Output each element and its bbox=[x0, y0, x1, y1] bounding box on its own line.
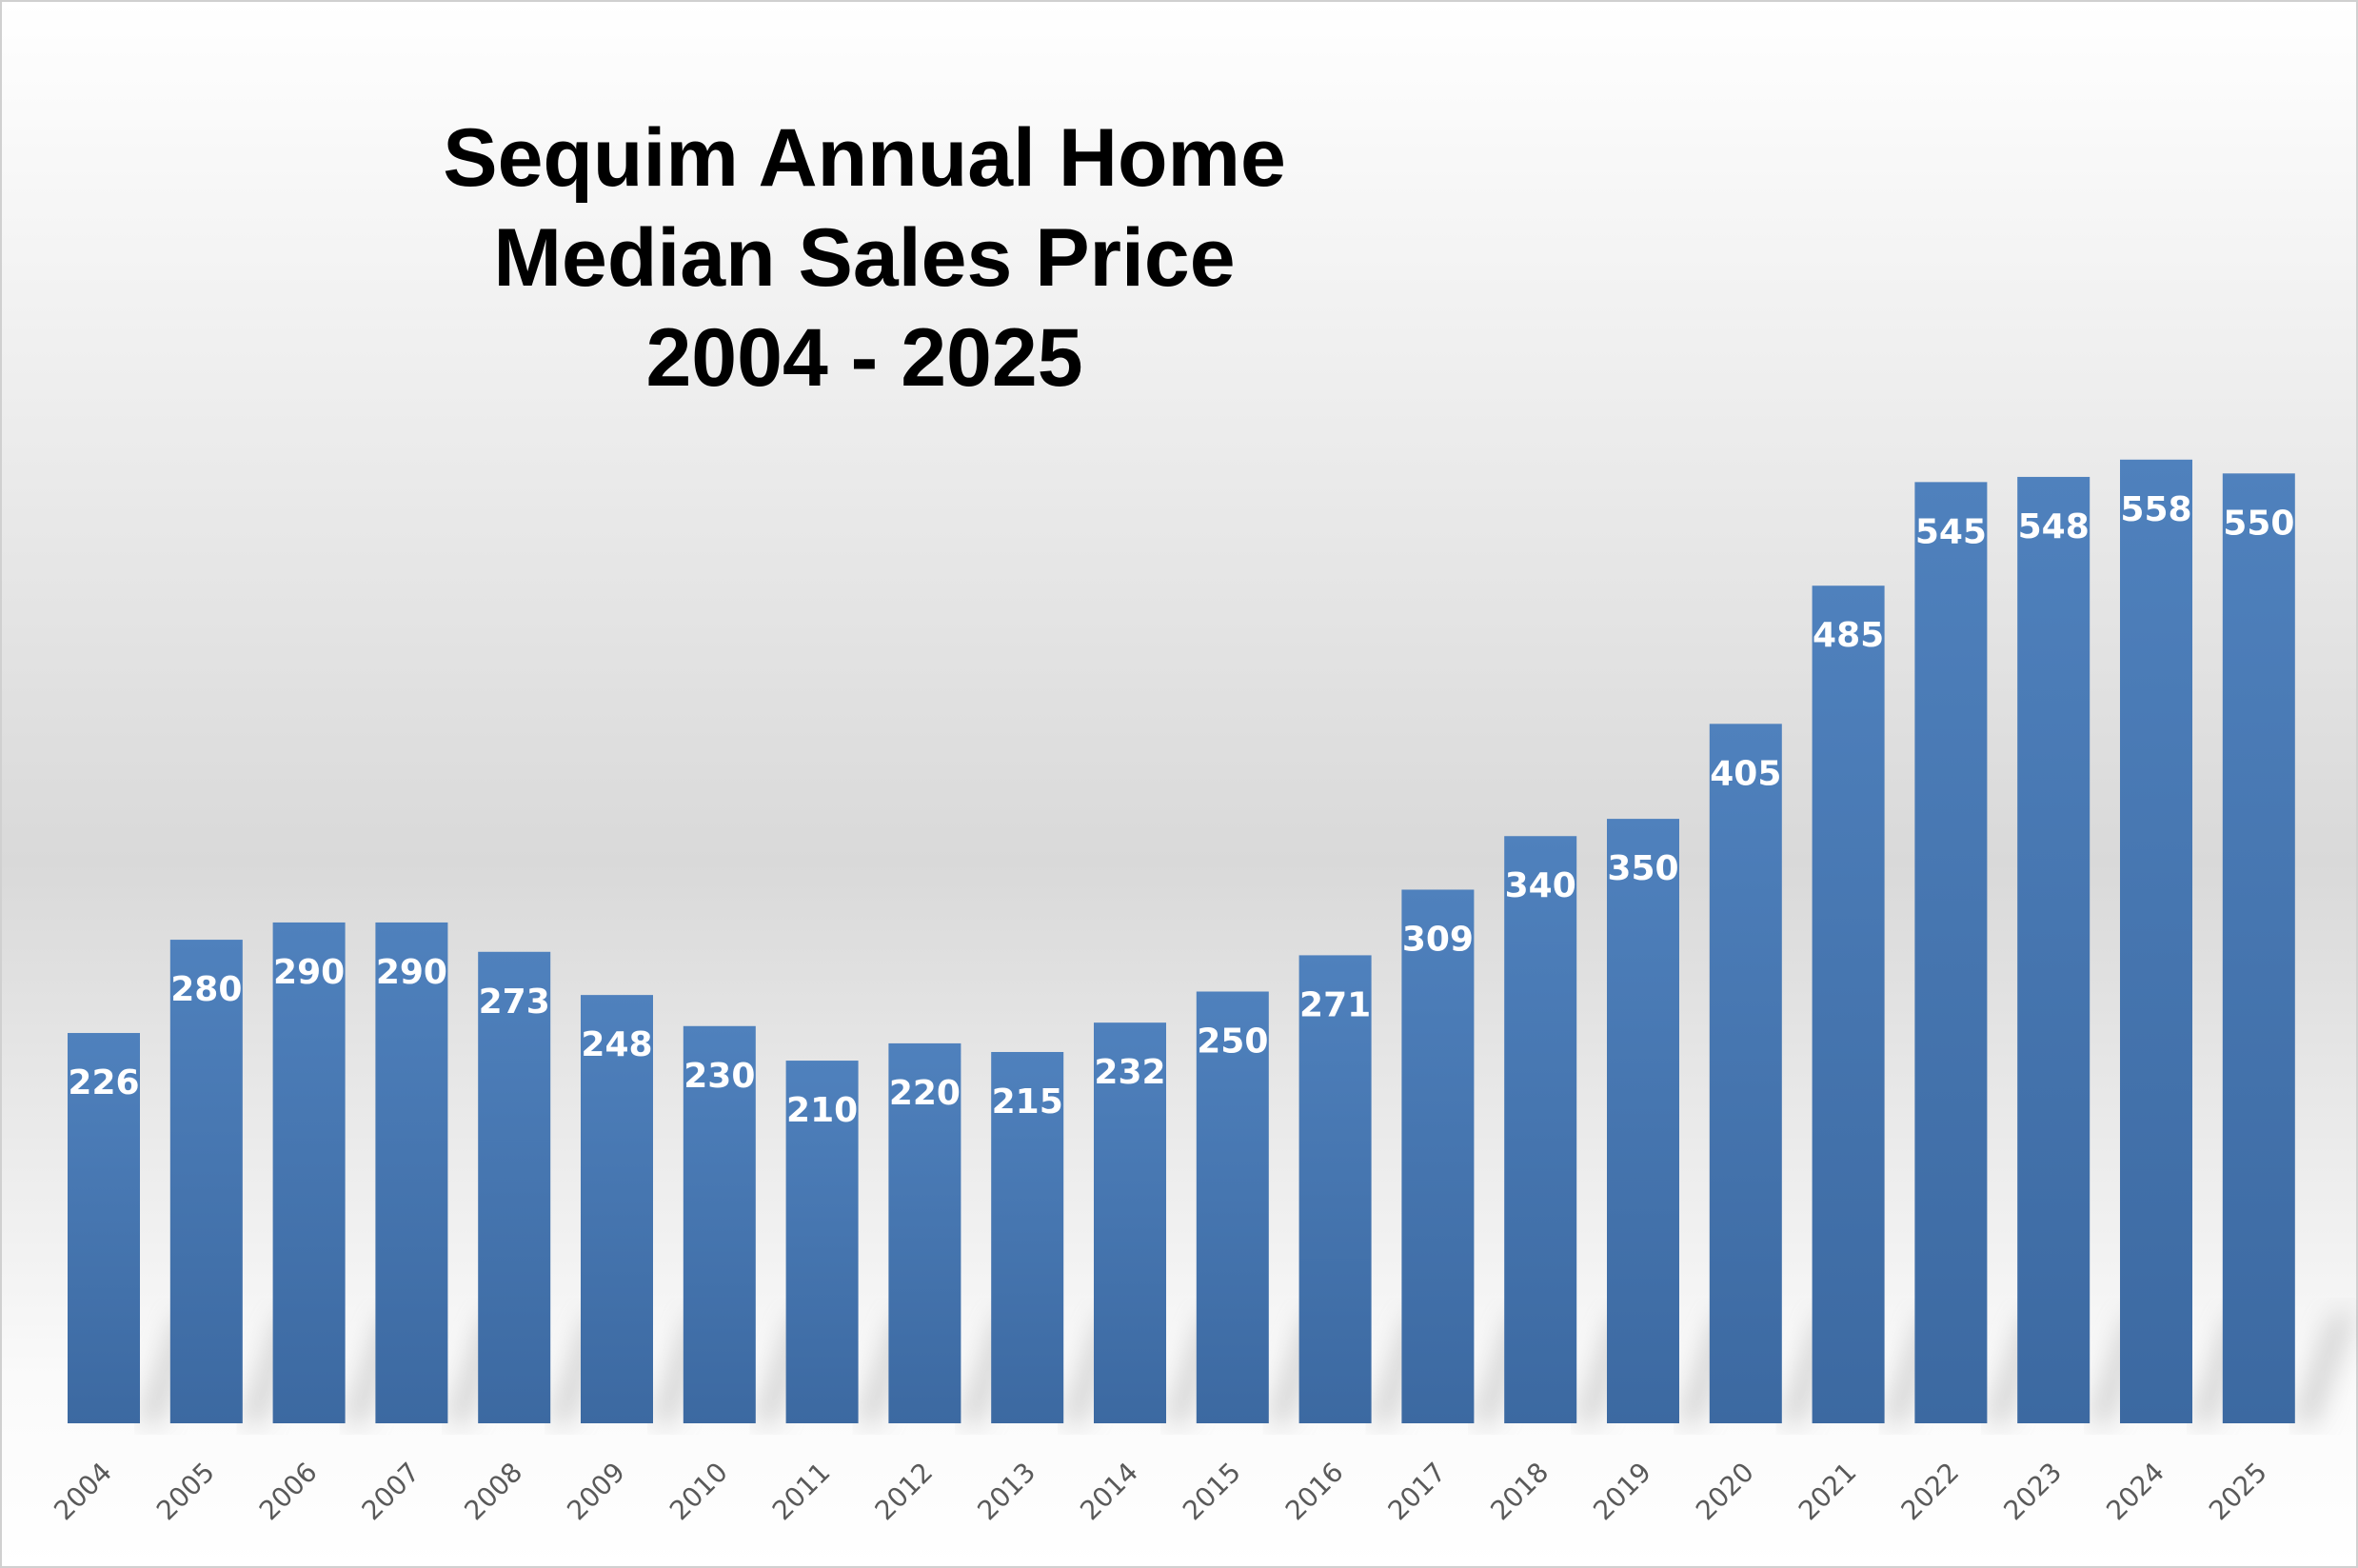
bar-2023 bbox=[2017, 476, 2090, 1424]
data-label-2006: 290 bbox=[273, 953, 345, 992]
bar-2018 bbox=[1504, 836, 1577, 1423]
bar-2005 bbox=[169, 940, 243, 1423]
data-label-2022: 545 bbox=[1915, 512, 1987, 551]
data-label-2013: 215 bbox=[992, 1082, 1063, 1121]
bar-2011 bbox=[785, 1061, 859, 1423]
data-label-2005: 280 bbox=[170, 970, 242, 1009]
chart-title-line-2: Median Sales Price bbox=[493, 212, 1235, 304]
bar-shadow bbox=[2294, 1309, 2352, 1423]
data-label-2008: 273 bbox=[479, 982, 550, 1022]
data-label-2009: 248 bbox=[581, 1025, 652, 1064]
bar-2015 bbox=[1196, 991, 1269, 1423]
chart-title-line-3: 2004 - 2025 bbox=[645, 312, 1082, 404]
data-label-2017: 309 bbox=[1402, 920, 1474, 959]
bar-2007 bbox=[375, 922, 448, 1423]
bar-2019 bbox=[1607, 819, 1679, 1423]
bar-2006 bbox=[272, 922, 346, 1423]
chart-title-line-1: Sequim Annual Home bbox=[443, 112, 1286, 204]
data-label-2025: 550 bbox=[2223, 504, 2294, 543]
bar-2017 bbox=[1401, 889, 1475, 1423]
bar-2024 bbox=[2120, 459, 2192, 1424]
data-label-2019: 350 bbox=[1607, 849, 1678, 888]
data-label-2012: 220 bbox=[889, 1074, 961, 1113]
bar-2008 bbox=[478, 951, 551, 1423]
bar-2004 bbox=[68, 1033, 140, 1423]
bar-2010 bbox=[683, 1025, 756, 1423]
data-label-2016: 271 bbox=[1299, 985, 1371, 1024]
data-label-2010: 230 bbox=[684, 1057, 755, 1096]
data-label-2018: 340 bbox=[1505, 866, 1576, 905]
bar-2025 bbox=[2222, 473, 2295, 1423]
bar-2021 bbox=[1812, 586, 1885, 1423]
data-label-2015: 250 bbox=[1197, 1022, 1268, 1062]
data-label-2007: 290 bbox=[376, 953, 447, 992]
data-label-2021: 485 bbox=[1813, 616, 1884, 655]
bar-2022 bbox=[1914, 482, 1988, 1423]
data-label-2023: 548 bbox=[2018, 507, 2090, 546]
bar-2020 bbox=[1709, 724, 1782, 1423]
data-label-2014: 232 bbox=[1094, 1053, 1165, 1092]
bar-2009 bbox=[581, 995, 653, 1423]
bar-2014 bbox=[1094, 1022, 1166, 1423]
data-label-2004: 226 bbox=[68, 1063, 139, 1102]
data-label-2011: 210 bbox=[786, 1091, 858, 1130]
bar-2013 bbox=[991, 1051, 1064, 1423]
data-label-2020: 405 bbox=[1710, 754, 1781, 793]
bar-2012 bbox=[888, 1042, 961, 1423]
bar-2016 bbox=[1298, 955, 1372, 1423]
data-label-2024: 558 bbox=[2120, 490, 2191, 529]
